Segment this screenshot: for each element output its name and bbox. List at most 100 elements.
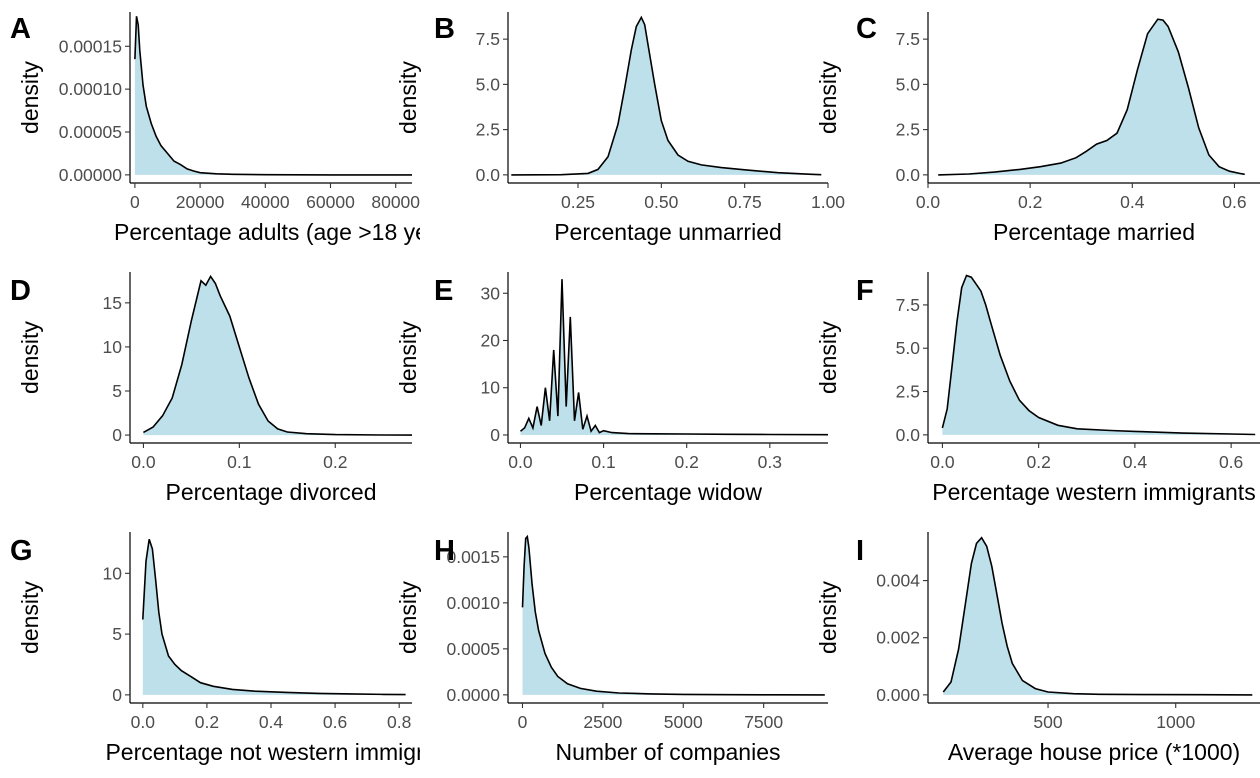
panel-letter-d: D: [10, 275, 31, 307]
y-tick-label-e: 30: [481, 283, 501, 303]
y-tick-label-a: 0.00000: [59, 165, 123, 185]
x-tick-label-e: 0.0: [508, 452, 533, 472]
x-tick-label-i: 1000: [1156, 712, 1195, 732]
y-tick-label-c: 0.0: [896, 165, 921, 185]
panel-g: 0.0 0.2 0.4 0.6 0.8 0 5 10 Percentage not wester…: [10, 532, 436, 765]
y-tick-label-c: 5.0: [896, 74, 921, 94]
y-tick-label-a: 0.00005: [59, 122, 122, 142]
y-tick-label-d: 10: [103, 337, 123, 357]
panel-letter-g: G: [10, 535, 33, 567]
y-tick-label-d: 0: [112, 425, 122, 445]
panel-c: 0.0 0.2 0.4 0.6 0.0 2.5 5.0 7.5 Percentage marri…: [815, 12, 1260, 245]
panel-i: 500 1000 0.000 0.002 0.004 Average house pric…: [815, 532, 1260, 765]
density-area-f: [942, 275, 1256, 435]
panel-letter-b: B: [434, 13, 455, 45]
x-tick-label-h: 2500: [583, 712, 622, 732]
y-tick-label-e: 10: [481, 378, 501, 398]
x-axis-title-g: Percentage not western immigra: [105, 739, 436, 765]
y-tick-label-b: 0.0: [476, 165, 501, 185]
x-tick-label-g: 0.8: [387, 712, 411, 732]
y-axis-title-e: density: [395, 321, 421, 394]
y-tick-label-f: 0.0: [896, 425, 921, 445]
x-axis-title-d: Percentage divorced: [166, 479, 377, 505]
panel-f: 0.0 0.2 0.4 0.6 0.0 2.5 5.0 7.5 Percentage weste…: [815, 272, 1260, 505]
x-tick-label-h: 0: [518, 712, 528, 732]
density-line-i: [942, 536, 1253, 696]
y-tick-label-f: 5.0: [896, 338, 921, 358]
x-tick-label-g: 0.6: [323, 712, 347, 732]
y-tick-label-d: 15: [103, 293, 122, 313]
x-tick-label-a: 0: [130, 192, 140, 212]
x-tick-label-b: 0.50: [644, 192, 678, 212]
density-line-b: [511, 15, 822, 176]
x-axis-title-h: Number of companies: [556, 739, 781, 765]
y-axis-title-f: density: [815, 321, 841, 394]
y-tick-label-e: 20: [481, 330, 501, 350]
x-tick-label-b: 0.25: [561, 192, 595, 212]
density-area-h: [522, 536, 825, 695]
y-tick-label-f: 2.5: [896, 382, 920, 402]
x-tick-label-c: 0.4: [1120, 192, 1145, 212]
y-tick-label-f: 7.5: [896, 295, 920, 315]
y-axis-title-h: density: [395, 581, 421, 654]
x-axis-title-b: Percentage unmarried: [554, 219, 782, 245]
y-tick-label-c: 2.5: [896, 120, 920, 140]
x-tick-label-e: 0.3: [758, 452, 782, 472]
panel-e: 0.0 0.1 0.2 0.3 0 10 20 30 Percentage widow densi…: [395, 272, 828, 505]
panel-letter-h: H: [434, 535, 455, 567]
density-line-f: [941, 274, 1256, 436]
density-area-e: [520, 279, 828, 435]
panel-h: 0 2500 5000 7500 0.0000 0.0005 0.0010 0.0015 Num…: [395, 532, 828, 765]
x-tick-label-f: 0.2: [1027, 452, 1051, 472]
y-tick-label-h: 0.0010: [446, 593, 500, 613]
y-tick-label-g: 0: [112, 685, 122, 705]
density-line-c: [938, 18, 1245, 176]
x-tick-label-a: 80000: [371, 192, 420, 212]
x-tick-label-d: 0.2: [323, 452, 347, 472]
y-tick-label-b: 7.5: [476, 29, 500, 49]
x-axis-title-c: Percentage married: [993, 219, 1195, 245]
x-tick-label-h: 7500: [744, 712, 783, 732]
density-area-c: [938, 19, 1245, 175]
y-axis-title-a: density: [17, 61, 43, 134]
panel-letter-c: C: [856, 13, 877, 45]
x-tick-label-f: 0.4: [1123, 452, 1148, 472]
y-axis-title-i: density: [815, 581, 841, 654]
y-tick-label-i: 0.002: [876, 628, 920, 648]
panel-a: 0 20000 40000 60000 80000 0.00000 0.00005 0.000…: [10, 12, 420, 245]
panel-d: 0.0 0.1 0.2 0 5 10 15 Percentage divorced densit…: [10, 272, 412, 505]
x-tick-label-f: 0.6: [1219, 452, 1243, 472]
y-tick-label-b: 2.5: [476, 120, 500, 140]
x-tick-label-a: 60000: [306, 192, 355, 212]
y-axis-title-g: density: [17, 581, 43, 654]
x-tick-label-h: 5000: [664, 712, 703, 732]
x-tick-label-c: 0.6: [1222, 192, 1246, 212]
density-line-g: [142, 539, 406, 696]
x-tick-label-d: 0.1: [227, 452, 251, 472]
y-tick-label-i: 0.004: [876, 571, 920, 591]
y-tick-label-i: 0.000: [876, 685, 920, 705]
density-area-i: [943, 537, 1253, 695]
x-axis-title-f: Percentage western immigrants: [932, 479, 1255, 505]
y-tick-label-b: 5.0: [476, 74, 501, 94]
x-tick-label-g: 0.4: [259, 712, 284, 732]
y-tick-label-g: 10: [103, 563, 123, 583]
x-tick-label-e: 0.1: [591, 452, 615, 472]
x-axis-title-i: Average house price (*1000): [948, 739, 1240, 765]
density-line-e: [519, 279, 828, 436]
y-tick-label-h: 0.0015: [446, 547, 500, 567]
density-area-g: [142, 539, 406, 695]
y-axis-title-c: density: [815, 61, 841, 134]
density-area-d: [143, 276, 412, 436]
x-tick-label-i: 500: [1033, 712, 1062, 732]
y-axis-title-b: density: [395, 61, 421, 134]
y-tick-label-a: 0.00010: [59, 79, 123, 99]
density-area-b: [511, 17, 822, 175]
x-tick-label-a: 20000: [176, 192, 225, 212]
y-tick-label-h: 0.0000: [446, 685, 500, 705]
panel-letter-i: I: [856, 535, 864, 567]
x-tick-label-c: 0.2: [1018, 192, 1042, 212]
density-line-a: [134, 16, 412, 176]
panel-letter-a: A: [10, 13, 31, 45]
